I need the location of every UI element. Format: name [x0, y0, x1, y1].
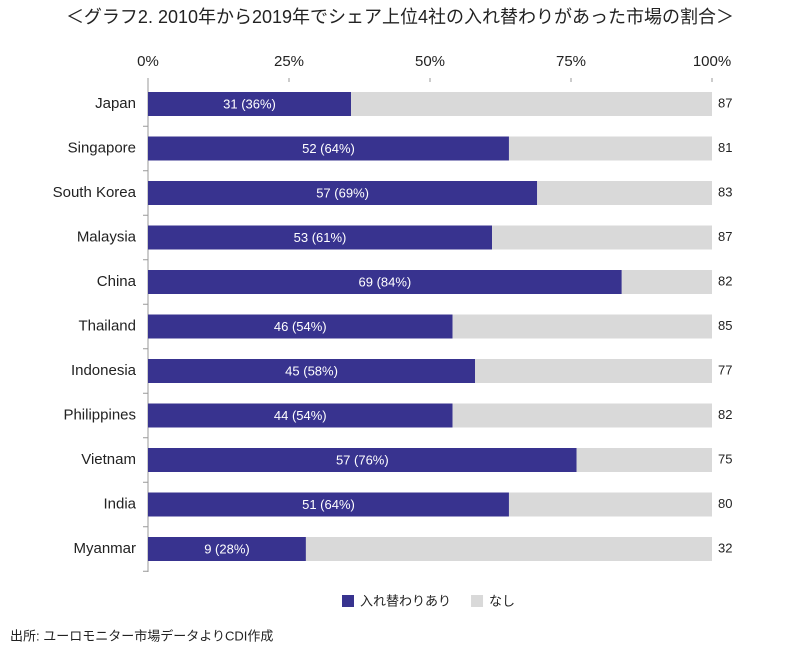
bar-segment [452, 403, 712, 428]
x-tick-label: 75% [556, 53, 586, 70]
total-label: 87 [718, 229, 732, 244]
bar-segment [148, 270, 622, 294]
bar-segment [148, 403, 453, 428]
legend-swatch [342, 595, 354, 607]
bar-segment [148, 448, 577, 472]
total-label: 75 [718, 451, 732, 466]
bar-segment [148, 359, 476, 383]
total-label: 32 [718, 540, 732, 555]
total-label: 82 [718, 407, 732, 422]
bar-segment [508, 492, 712, 517]
x-tick-label: 0% [137, 53, 159, 70]
y-tick-label: Thailand [78, 317, 136, 334]
total-label: 77 [718, 362, 732, 377]
bar-segment [148, 92, 352, 116]
chart-title: ＜グラフ2. 2010年から2019年でシェア上位4社の入れ替わりがあった市場の… [66, 7, 734, 27]
total-label: 83 [718, 184, 732, 199]
x-tick-label: 50% [415, 53, 445, 70]
y-tick-label: China [97, 273, 137, 290]
total-label: 87 [718, 95, 732, 110]
value-label: 57 (76%) [336, 452, 389, 467]
total-label: 85 [718, 318, 732, 333]
x-tick-label: 25% [274, 53, 304, 70]
legend-label: なし [489, 593, 515, 608]
y-tick-label: Malaysia [77, 228, 137, 245]
value-label: 69 (84%) [359, 274, 412, 289]
x-tick-label: 100% [693, 53, 731, 70]
source-note: 出所: ユーロモニター市場データよりCDI作成 [10, 628, 273, 643]
bar-segment [148, 492, 509, 517]
y-tick-label: Philippines [63, 406, 136, 423]
value-label: 46 (54%) [274, 319, 327, 334]
bar-segment [148, 181, 538, 205]
bar-segment [492, 225, 712, 250]
bar-segment [452, 314, 712, 339]
y-tick-label: South Korea [53, 184, 137, 201]
y-tick-label: Vietnam [81, 451, 136, 468]
total-label: 80 [718, 496, 732, 511]
value-label: 51 (64%) [302, 497, 355, 512]
value-label: 57 (69%) [316, 185, 369, 200]
bar-segment [475, 359, 712, 383]
legend-label: 入れ替わりあり [360, 593, 451, 608]
y-tick-label: Singapore [68, 139, 136, 156]
bar-segment [305, 537, 712, 561]
y-tick-label: India [103, 495, 136, 512]
value-label: 52 (64%) [302, 141, 355, 156]
bar-segment [148, 537, 306, 561]
value-label: 45 (58%) [285, 363, 338, 378]
value-label: 9 (28%) [204, 541, 250, 556]
bar-segment [351, 92, 712, 116]
bar-segment [148, 225, 493, 250]
bar-segment [576, 448, 712, 472]
value-label: 44 (54%) [274, 408, 327, 423]
total-label: 82 [718, 273, 732, 288]
bar-segment [621, 270, 712, 294]
y-tick-label: Japan [95, 95, 136, 112]
total-label: 81 [718, 140, 732, 155]
y-tick-label: Myanmar [73, 540, 136, 557]
value-label: 53 (61%) [294, 230, 347, 245]
value-label: 31 (36%) [223, 96, 276, 111]
bar-segment [148, 314, 453, 339]
bar-segment [537, 181, 712, 205]
bar-segment [508, 136, 712, 161]
legend-swatch [471, 595, 484, 607]
bar-segment [148, 136, 509, 161]
y-tick-label: Indonesia [71, 362, 137, 379]
